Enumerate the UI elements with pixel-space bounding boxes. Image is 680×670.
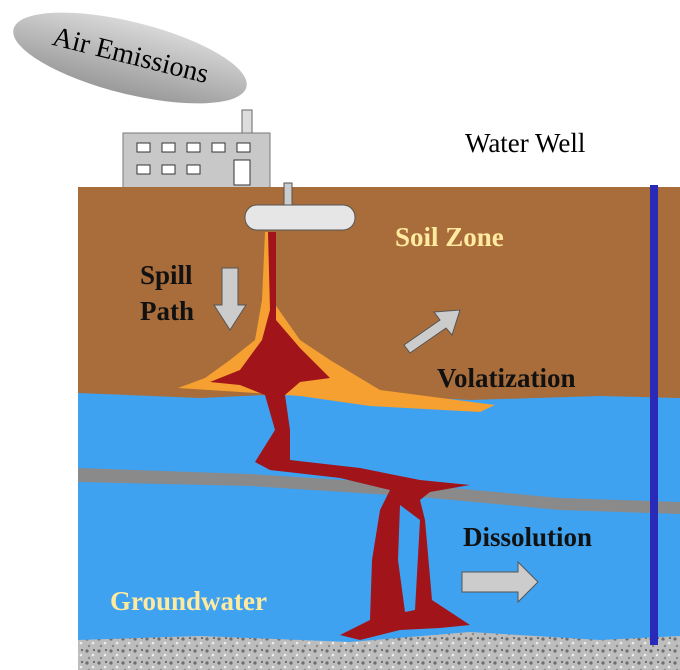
volatization-label: Volatization bbox=[437, 363, 576, 393]
tank-pipe bbox=[284, 183, 292, 205]
tank bbox=[245, 205, 355, 230]
spill-path-line: Path bbox=[140, 296, 194, 326]
chimney bbox=[242, 110, 252, 134]
water-well-label: Water Well bbox=[465, 128, 585, 158]
groundwater-label: Groundwater bbox=[110, 586, 267, 616]
dissolution-label: Dissolution bbox=[463, 522, 592, 552]
soil-zone bbox=[78, 187, 680, 402]
soil-zone-label: Soil Zone bbox=[395, 222, 504, 252]
spill-path-line: Spill bbox=[140, 260, 193, 290]
diagram: Air Emissions Water Well Soil Zone Spill… bbox=[0, 0, 680, 670]
scene: Air Emissions Water Well Soil Zone Spill… bbox=[5, 0, 680, 670]
